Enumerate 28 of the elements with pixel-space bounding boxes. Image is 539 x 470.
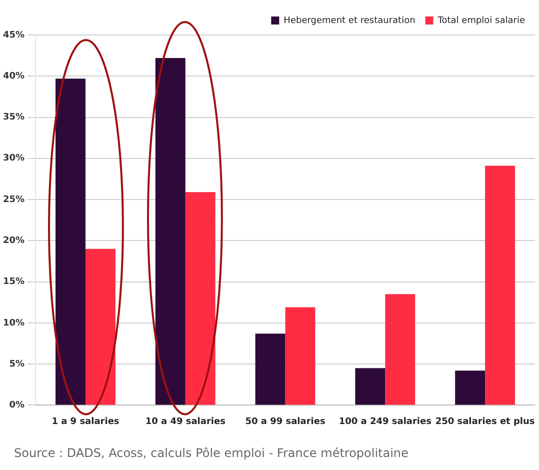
y-tick-label: 5%	[9, 359, 25, 370]
bar	[85, 248, 116, 405]
y-tick-label: 15%	[2, 277, 25, 288]
x-tick-label: 100 a 249 salaries	[338, 416, 432, 427]
x-tick-label: 10 a 49 salaries	[145, 416, 226, 427]
bar	[455, 370, 486, 405]
y-tick-label: 25%	[2, 194, 25, 205]
bar	[285, 307, 316, 405]
x-tick-label: 50 a 99 salaries	[245, 416, 326, 427]
source-note: Source : DADS, Acoss, calculs Pôle emploi - France métropolitaine	[14, 446, 408, 460]
y-tick-label: 10%	[2, 318, 25, 328]
y-tick-label: 40%	[2, 71, 25, 82]
bar	[355, 368, 386, 405]
bar	[255, 334, 286, 405]
legend-label: Total emploi salarie	[436, 16, 526, 26]
y-tick-label: 30%	[2, 154, 25, 164]
x-tick-label: 250 salaries et plus	[435, 416, 535, 427]
bar	[155, 58, 186, 405]
y-tick-label: 0%	[9, 400, 25, 411]
bar	[185, 192, 216, 405]
y-tick-label: 35%	[2, 112, 25, 123]
legend-label: Hebergement et restauration	[284, 16, 416, 26]
bar	[385, 294, 416, 405]
y-tick-label: 45%	[2, 30, 25, 40]
y-tick-label: 20%	[2, 236, 25, 246]
bar	[485, 166, 516, 405]
bar	[56, 78, 86, 405]
x-tick-label: 1 a 9 salaries	[52, 416, 120, 427]
